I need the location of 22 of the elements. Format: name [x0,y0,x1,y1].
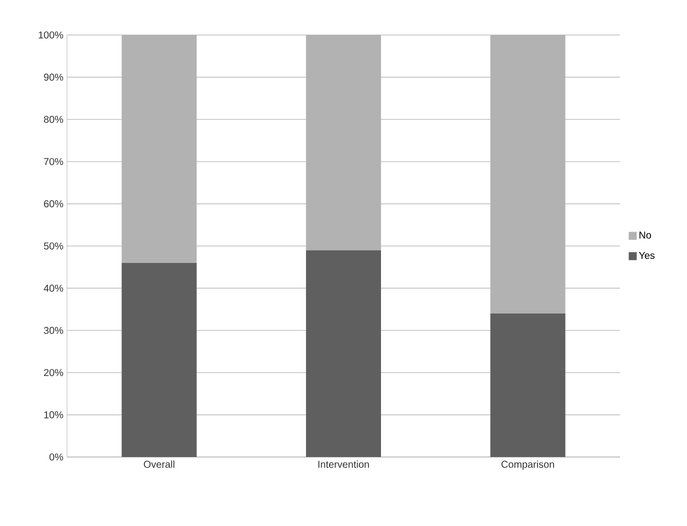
y-tick-label: 80% [44,116,64,123]
y-tick-label: 20% [44,369,64,376]
y-tick-label: 50% [44,242,64,250]
legend-label: Yes [638,252,655,259]
y-tick-label: 30% [44,326,64,334]
bar [490,34,566,314]
y-tick-label: 0% [49,453,64,461]
bar [122,262,197,457]
x-tick-label: Overall [144,460,174,468]
y-tick-label: 10% [44,411,64,418]
y-tick-label: 90% [44,74,64,81]
bar [122,34,197,263]
y-tick-label: 70% [44,158,64,166]
legend-label: No [640,232,652,239]
x-tick-label: Comparison [501,460,554,470]
bar [490,314,566,457]
y-tick-label: 60% [44,200,64,208]
x-tick-label: Intervention [318,460,369,468]
bar [306,250,382,457]
y-tick-label: 40% [44,284,64,292]
bar [306,34,382,250]
y-tick-label: 100% [38,31,64,39]
